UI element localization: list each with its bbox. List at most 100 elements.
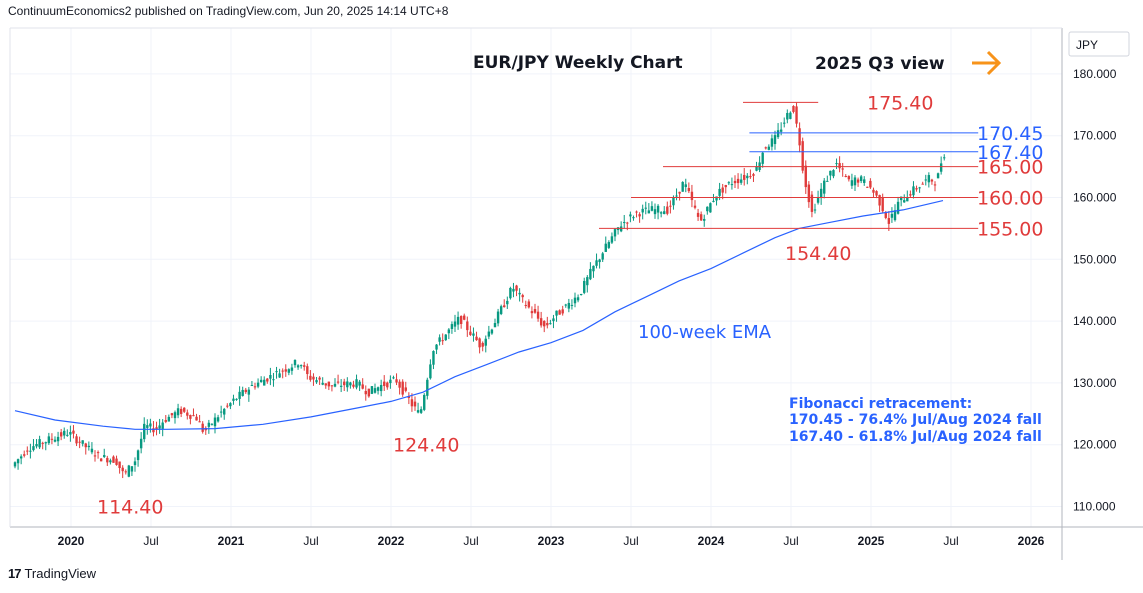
candle-body xyxy=(478,338,481,348)
candle-body xyxy=(536,311,540,319)
candle-body xyxy=(47,436,51,444)
candle-body xyxy=(416,410,420,413)
candle-body xyxy=(776,130,780,138)
candle-body xyxy=(189,415,192,419)
annotations: 114.40 124.40 154.40 xyxy=(97,243,851,518)
candle-body xyxy=(133,461,137,466)
candle-body xyxy=(389,379,392,384)
candle-body xyxy=(607,242,611,248)
candle-body xyxy=(764,147,767,149)
candle-body xyxy=(432,351,435,365)
candle-body xyxy=(770,138,774,147)
candle-body xyxy=(493,322,497,328)
candle-body xyxy=(503,305,506,308)
arrow-right-icon xyxy=(972,50,1002,76)
y-tick-label: 160.000 xyxy=(1073,191,1117,205)
candle-body xyxy=(635,211,638,213)
candle-body xyxy=(663,211,666,215)
candle-body xyxy=(755,166,758,171)
candle-body xyxy=(724,185,727,188)
candle-body xyxy=(573,297,577,304)
candle-body xyxy=(72,430,75,434)
candle-body xyxy=(576,297,580,301)
candle-body xyxy=(450,324,454,330)
candle-body xyxy=(586,277,589,286)
candle-body xyxy=(373,388,377,393)
candle-body xyxy=(84,443,87,448)
x-tick-label: Jul xyxy=(463,534,478,548)
candle-body xyxy=(484,338,487,346)
candle-body xyxy=(444,334,447,341)
candle-body xyxy=(706,206,709,212)
candle-body xyxy=(306,366,309,375)
candle-body xyxy=(339,385,343,387)
ema-label: 100-week EMA xyxy=(638,322,772,343)
candle-body xyxy=(90,448,94,453)
candle-body xyxy=(241,389,244,396)
x-tick-label: Jul xyxy=(943,534,958,548)
chart-subtitle: 2025 Q3 view xyxy=(815,54,945,74)
candle-body xyxy=(155,427,158,430)
y-tick-label: 170.000 xyxy=(1073,129,1117,143)
candle-body xyxy=(816,197,820,203)
candle-body xyxy=(309,375,312,380)
candle-body xyxy=(392,377,395,379)
candle-body xyxy=(435,344,438,350)
candle-body xyxy=(333,383,337,387)
tradingview-brand: TradingView xyxy=(24,566,97,581)
candle-body xyxy=(367,388,371,397)
candle-body xyxy=(327,381,331,387)
level-label: 170.45 xyxy=(977,123,1043,145)
candle-body xyxy=(684,184,687,188)
candle-body xyxy=(26,450,29,452)
candle-body xyxy=(939,163,943,172)
ema-line xyxy=(14,200,944,430)
candle-body xyxy=(109,460,112,463)
candle-body xyxy=(558,310,561,315)
candle-body xyxy=(299,365,303,367)
candle-body xyxy=(361,384,364,389)
candle-body xyxy=(893,210,897,221)
candle-body xyxy=(330,385,334,387)
candle-body xyxy=(887,218,891,224)
candle-body xyxy=(164,420,167,422)
candle-body xyxy=(838,163,841,169)
x-tick-label: Jul xyxy=(783,534,798,548)
candle-body xyxy=(672,197,675,206)
candle-body xyxy=(884,212,887,218)
candle-body xyxy=(579,294,583,296)
candle-body xyxy=(610,236,614,243)
candle-body xyxy=(866,186,869,188)
candle-body xyxy=(527,301,531,308)
candle-body xyxy=(718,188,721,196)
candle-body xyxy=(296,365,300,368)
candle-body xyxy=(783,122,786,124)
candle-body xyxy=(912,186,915,196)
low-annotation: 114.40 xyxy=(97,496,163,518)
candle-body xyxy=(703,218,706,221)
candle-body xyxy=(727,182,731,184)
candle-body xyxy=(103,455,106,457)
candle-body xyxy=(247,389,251,395)
candle-body xyxy=(99,458,103,462)
candle-body xyxy=(379,384,383,392)
candle-body xyxy=(841,168,844,170)
tradingview-footer[interactable]: 17 TradingView xyxy=(8,566,96,581)
candle-body xyxy=(524,304,527,306)
candle-body xyxy=(709,203,712,213)
candle-body xyxy=(721,187,724,193)
candle-body xyxy=(761,152,764,164)
candle-body xyxy=(290,367,294,371)
y-tick-label: 180.000 xyxy=(1073,67,1117,81)
candle-body xyxy=(850,180,854,186)
candle-body xyxy=(44,442,47,444)
candle-body xyxy=(183,407,186,412)
candle-body xyxy=(875,191,878,196)
candle-body xyxy=(426,379,429,396)
candle-body xyxy=(401,381,404,395)
candle-body xyxy=(749,176,752,178)
candle-body xyxy=(364,390,367,395)
candle-body xyxy=(167,416,171,422)
candle-body xyxy=(383,381,386,387)
candle-body xyxy=(395,379,398,383)
